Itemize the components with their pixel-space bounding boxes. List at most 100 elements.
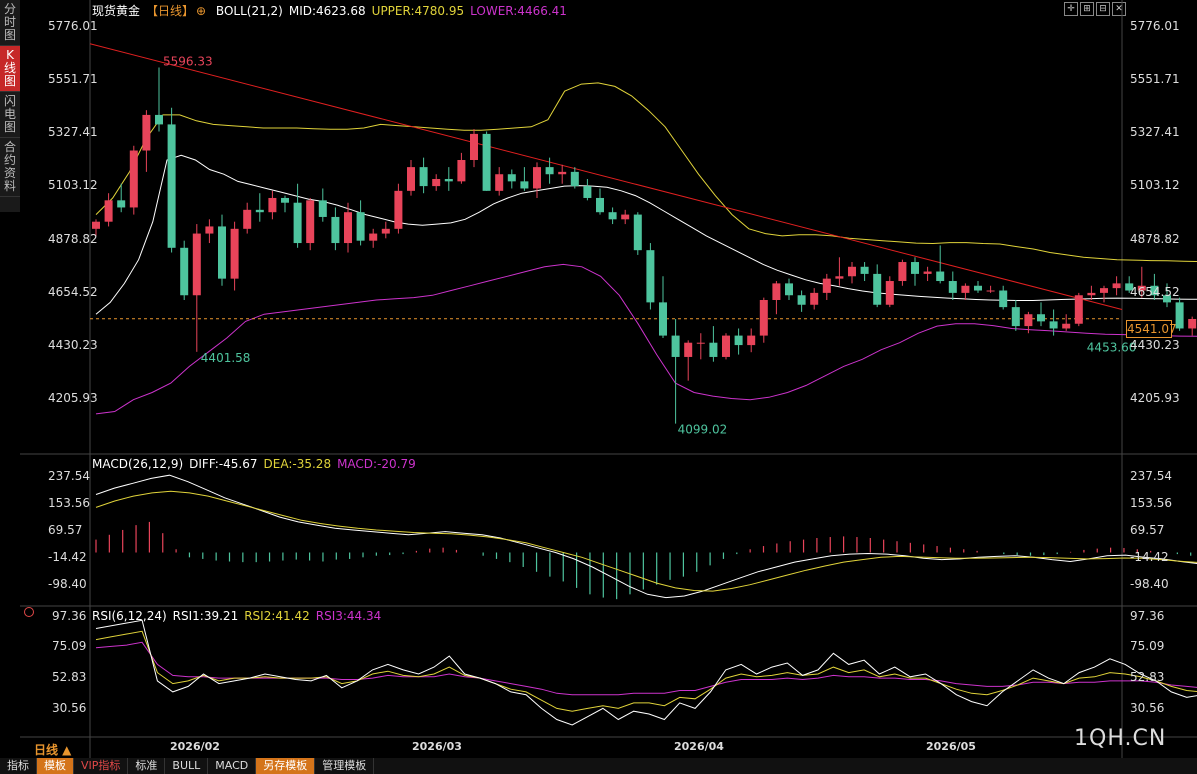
candle-body	[873, 273, 882, 305]
candle-body	[911, 262, 919, 274]
candle-body	[432, 178, 441, 187]
period-label[interactable]: 【日线】	[146, 4, 195, 18]
candle-body	[1024, 314, 1033, 327]
candle-body	[1087, 292, 1096, 296]
candle-body	[759, 300, 768, 336]
candle-body	[407, 167, 415, 191]
macd-ytick-right-3: -14.42	[1130, 550, 1169, 565]
candle-body	[1150, 285, 1159, 296]
price-ytick-right-3: 5103.12	[1130, 178, 1180, 193]
boll-label: BOLL(21,2)	[215, 4, 283, 18]
candle-body	[205, 226, 214, 234]
candle-body	[419, 167, 428, 187]
boll-upper: UPPER:4780.95	[371, 4, 465, 18]
candle-body	[596, 197, 604, 213]
candle-body	[243, 209, 252, 229]
candle-body	[974, 285, 982, 291]
candle-body	[1062, 323, 1071, 329]
candle-body	[1125, 283, 1134, 291]
macd-ytick-right-0: 237.54	[1130, 469, 1172, 483]
candle-body	[533, 167, 541, 189]
candle-body	[180, 247, 189, 296]
candle-body	[545, 167, 554, 175]
price-annotation-0: 5596.33	[163, 54, 213, 68]
rsi-ytick-left-1: 75.09	[52, 639, 87, 654]
candle-body	[293, 202, 302, 244]
candle-body	[608, 212, 617, 220]
boll-lower-line	[95, 263, 1197, 415]
candle-body	[104, 200, 113, 222]
rsi-ytick-right-2: 52.83	[1130, 669, 1165, 684]
bottom-tab-5[interactable]: MACD	[208, 758, 257, 774]
plus-circle-icon[interactable]: ⊕	[196, 4, 207, 18]
price-ytick-left-4: 4878.82	[48, 231, 98, 246]
price-ytick-right-2: 5327.41	[1130, 125, 1180, 140]
rsi-ytick-left-0: 97.36	[52, 608, 87, 623]
candle-body	[255, 209, 264, 213]
price-ytick-left-7: 4205.93	[48, 391, 98, 406]
boll-upper-line	[95, 82, 1197, 263]
rsi1-value: RSI1:39.21	[172, 609, 239, 623]
candle-body	[142, 114, 151, 151]
candle-body	[356, 212, 365, 241]
candle-body	[923, 271, 932, 274]
candle-body	[734, 335, 743, 346]
bottom-tab-3[interactable]: 标准	[128, 758, 166, 774]
chart-toolbar: ✛ ⊞ ⊟ ✕	[1064, 2, 1126, 16]
candle-body	[1188, 318, 1197, 329]
candle-body	[281, 197, 289, 203]
side-tab-2[interactable]: 闪电图	[0, 92, 20, 138]
side-tab-0[interactable]: 分时图	[0, 0, 20, 46]
macd-header: MACD(26,12,9) DIFF:-45.67 DEA:-35.28 MACD:-…	[92, 457, 422, 471]
side-tab-3[interactable]: 合约资料	[0, 138, 20, 197]
bottom-tab-6[interactable]: 另存模板	[256, 758, 316, 774]
x-tick-3: 2026/05	[926, 740, 976, 753]
candle-body	[1175, 302, 1184, 329]
candle-body	[331, 216, 340, 244]
candle-body	[936, 271, 945, 282]
candle-body	[306, 200, 315, 244]
candle-body	[129, 150, 138, 208]
candle-body	[797, 295, 806, 305]
candle-body	[470, 133, 478, 160]
bottom-tab-1[interactable]: 模板	[37, 758, 74, 774]
candle-body	[709, 342, 718, 357]
crosshair-icon[interactable]: ✛	[1064, 2, 1078, 16]
x-tick-0: 2026/02	[170, 740, 220, 753]
price-ytick-right-7: 4205.93	[1130, 391, 1180, 406]
close-icon[interactable]: ✕	[1112, 2, 1126, 16]
rsi-ytick-left-2: 52.83	[52, 669, 87, 684]
price-ytick-right-4: 4878.82	[1130, 231, 1180, 246]
period-selector[interactable]: 日线 ▲	[34, 743, 72, 757]
bottom-tab-2[interactable]: VIP指标	[74, 758, 129, 774]
candle-body	[495, 174, 504, 191]
candle-body	[835, 276, 844, 279]
candle-body	[822, 278, 831, 293]
bottom-tab-7[interactable]: 管理模板	[315, 758, 375, 774]
bottom-tab-0[interactable]: 指标	[0, 758, 37, 774]
candle-body	[92, 221, 100, 229]
bottom-tab-4[interactable]: BULL	[165, 758, 209, 774]
candle-body	[986, 290, 995, 292]
rsi-ytick-left-3: 30.56	[52, 700, 87, 715]
candle-body	[344, 212, 352, 244]
candle-body	[482, 133, 491, 191]
rsi1-line	[95, 619, 1197, 726]
boll-mid: MID:4623.68	[288, 4, 366, 18]
rsi2-line	[95, 630, 1197, 712]
price-annotation-1: 4401.58	[201, 351, 251, 365]
target-icon[interactable]	[24, 607, 34, 617]
candle-body	[218, 226, 226, 279]
candle-body	[558, 171, 567, 175]
candle-body	[457, 160, 466, 182]
zoom-out-icon[interactable]: ⊟	[1096, 2, 1110, 16]
candle-body	[1100, 288, 1108, 293]
macd-ytick-right-2: 69.57	[1130, 523, 1165, 538]
zoom-in-icon[interactable]: ⊞	[1080, 2, 1094, 16]
candle-body	[1049, 321, 1058, 329]
candle-body	[860, 266, 869, 274]
candle-body	[1037, 314, 1045, 322]
